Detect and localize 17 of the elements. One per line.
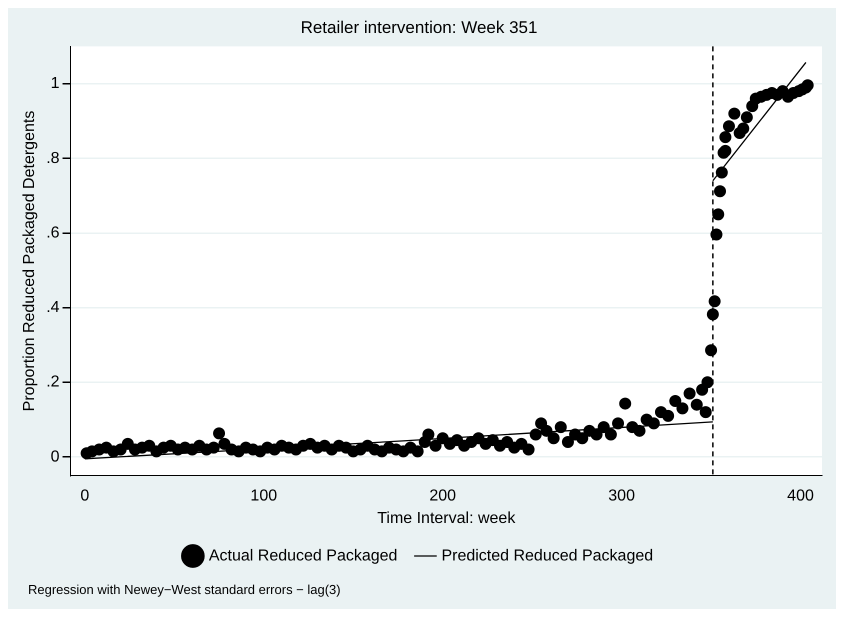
- y-tick-label: .6: [46, 224, 60, 242]
- y-tick-label: .2: [46, 374, 60, 391]
- y-tick-label: 0: [50, 448, 60, 466]
- y-tick-label: 1: [50, 75, 60, 92]
- y-tick-label: .8: [46, 150, 60, 167]
- x-tick-label: 100: [250, 488, 278, 505]
- x-tick-label: 0: [80, 488, 90, 505]
- x-tick-label: 400: [787, 488, 814, 505]
- chart-title: Retailer intervention: Week 351: [300, 18, 538, 37]
- legend-label: Actual Reduced Packaged: [208, 547, 398, 564]
- y-tick-label: .4: [46, 299, 60, 316]
- x-axis-title: Time Interval: week: [377, 510, 516, 527]
- x-tick-label: 300: [608, 488, 636, 505]
- legend-label: Predicted Reduced Packaged: [441, 547, 654, 564]
- y-axis-title: Proportion Reduced Packaged Detergents: [21, 110, 38, 412]
- text: Regression with Newey−West standard errors − lag(3): [27, 581, 342, 599]
- x-tick-label: 200: [429, 488, 456, 505]
